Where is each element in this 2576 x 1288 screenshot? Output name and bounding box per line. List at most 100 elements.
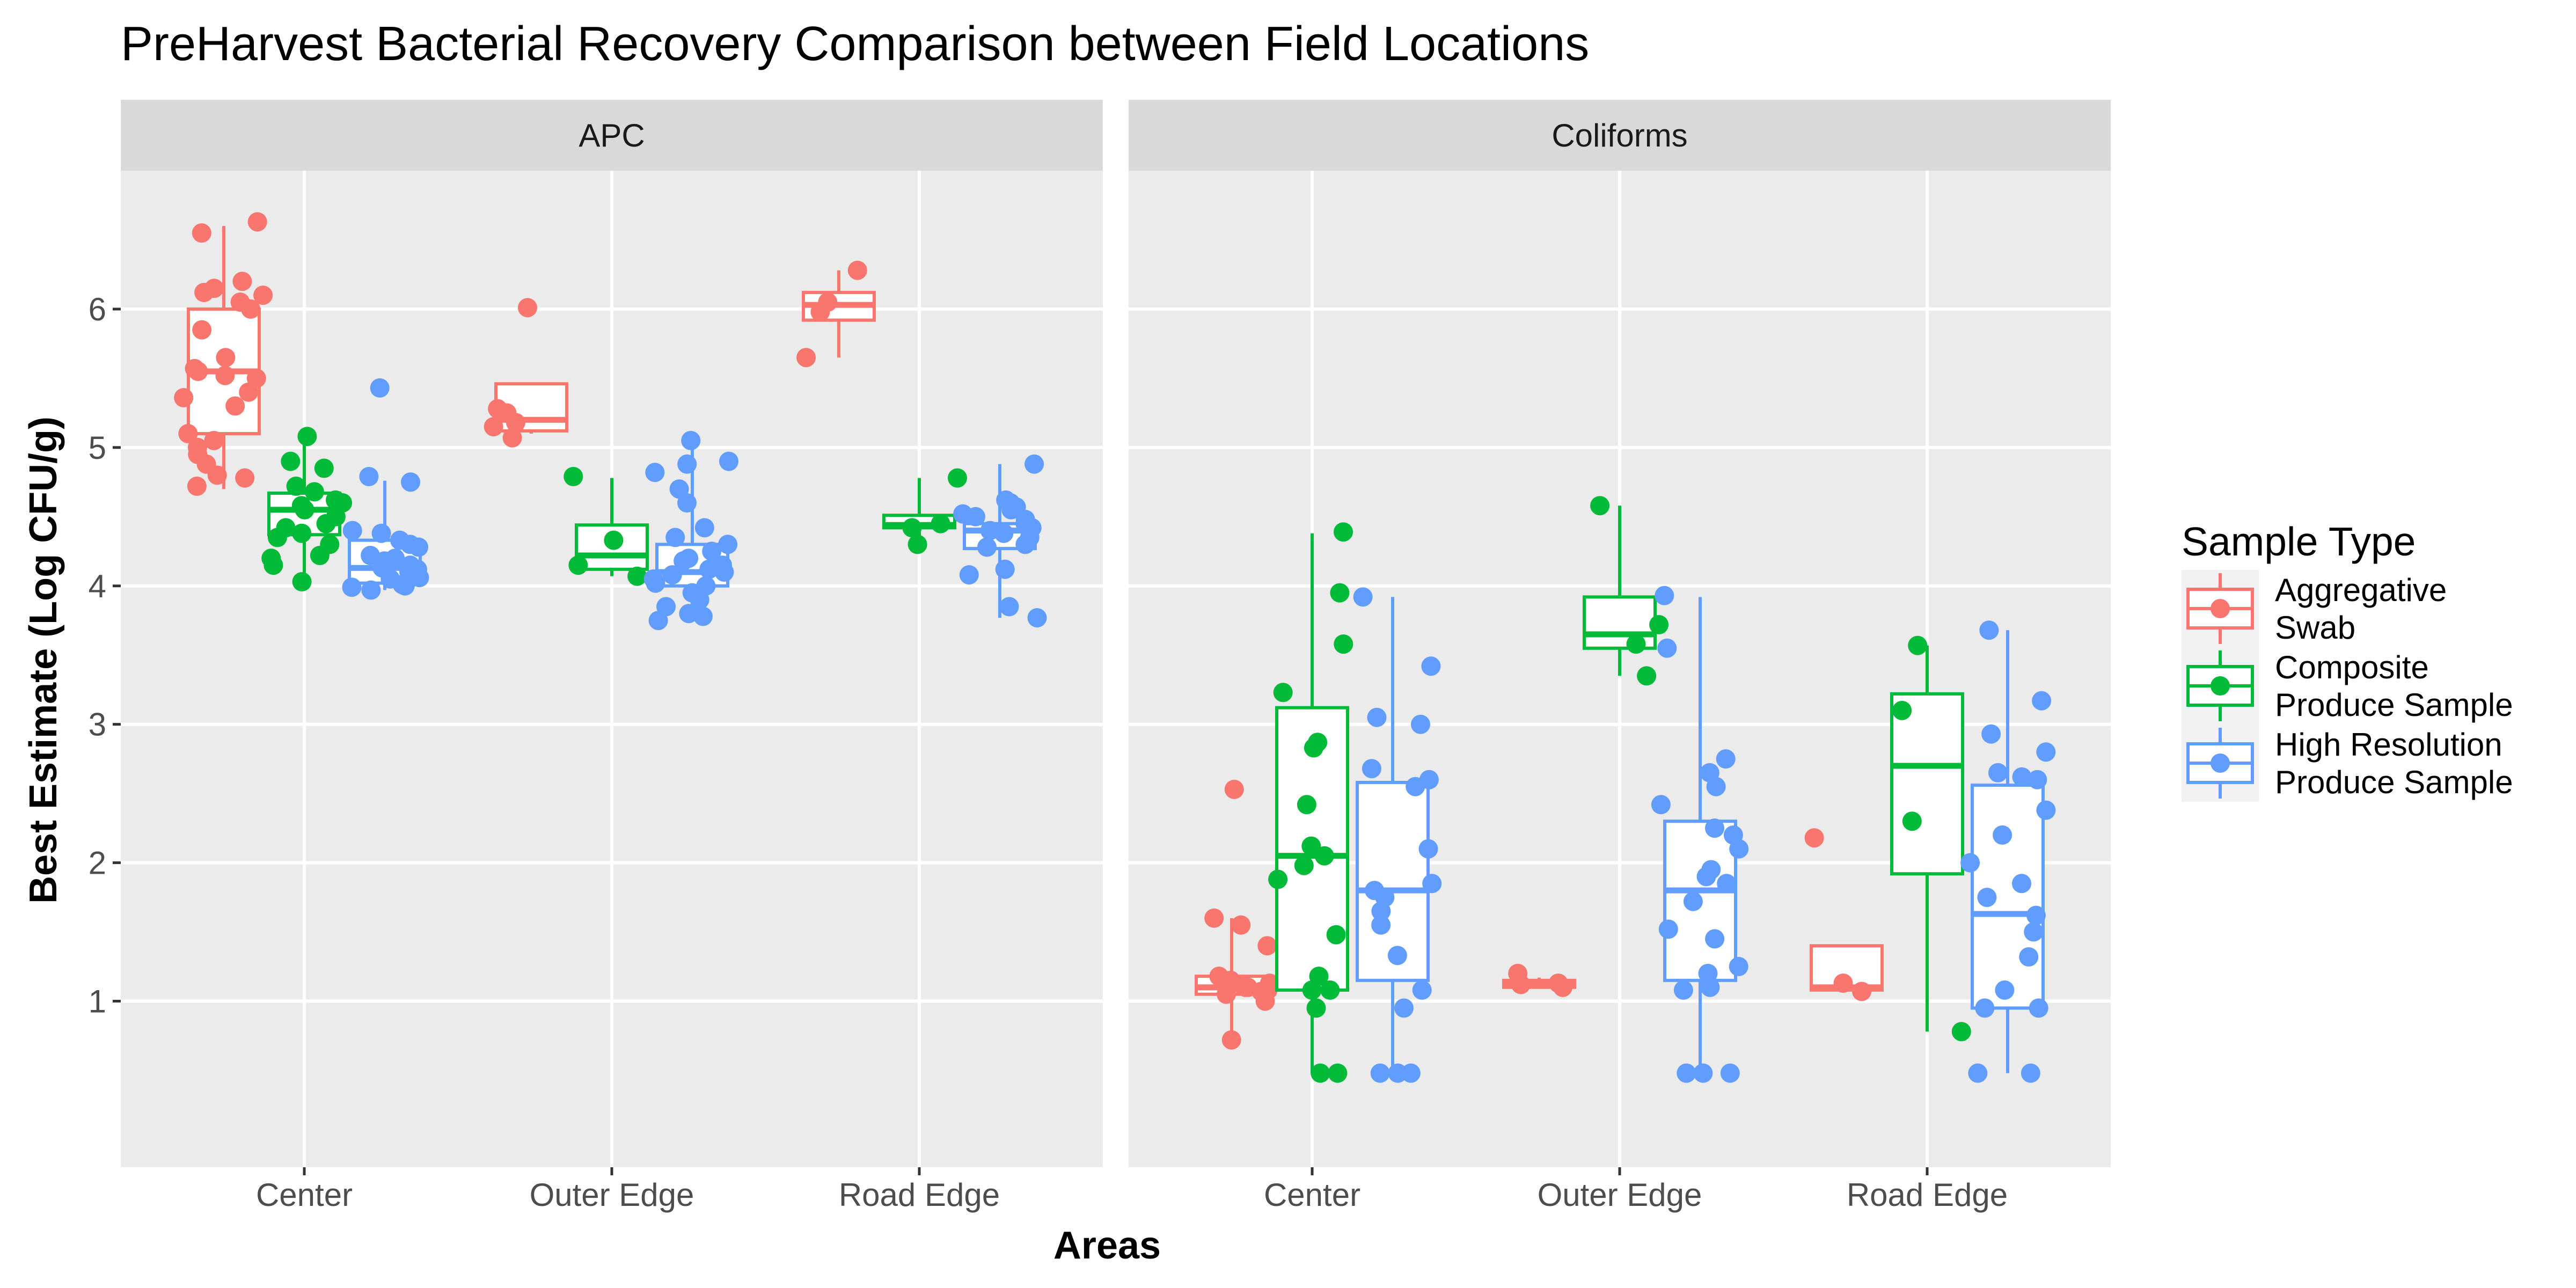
data-point — [1705, 818, 1724, 838]
data-point — [681, 430, 701, 450]
data-point — [1301, 836, 1321, 856]
legend-key-point — [2211, 676, 2230, 696]
data-point — [1411, 714, 1430, 734]
data-point — [1209, 967, 1229, 986]
data-point — [1960, 853, 1980, 873]
y-tick-label: 2 — [89, 845, 106, 881]
x-tick-label: Center — [1264, 1177, 1360, 1213]
data-point — [679, 604, 699, 624]
data-point — [484, 417, 503, 437]
data-point — [230, 292, 250, 312]
data-point — [604, 530, 624, 550]
data-point — [693, 606, 713, 626]
data-point — [1626, 634, 1646, 654]
data-point — [1993, 825, 2012, 845]
data-point — [1221, 1030, 1241, 1050]
data-point — [1268, 869, 1288, 889]
data-point — [1701, 860, 1721, 880]
data-point — [292, 572, 312, 591]
data-point — [390, 530, 409, 550]
data-point — [1204, 908, 1224, 928]
boxplot-group — [1195, 779, 1279, 1050]
data-point — [931, 514, 950, 533]
legend-label-line: Swab — [2275, 610, 2355, 646]
data-point — [361, 546, 380, 565]
legend-key-point — [2211, 753, 2230, 773]
boxplot-group — [953, 454, 1047, 628]
data-point — [261, 548, 281, 568]
data-point — [679, 548, 699, 568]
data-point — [1320, 980, 1340, 1000]
boxplot-group — [1804, 828, 1884, 1001]
data-point — [488, 399, 508, 419]
data-point — [1673, 980, 1693, 1000]
data-point — [1683, 891, 1703, 911]
data-point — [977, 537, 997, 557]
data-point — [235, 468, 255, 488]
data-point — [371, 523, 391, 543]
data-point — [718, 535, 738, 554]
facet-strip — [121, 100, 1103, 171]
boxplot-group — [796, 260, 876, 368]
data-point — [400, 555, 420, 575]
data-point — [1655, 586, 1674, 605]
data-point — [320, 535, 340, 554]
box — [1890, 692, 1964, 876]
data-point — [1981, 724, 2001, 744]
data-point — [995, 559, 1015, 579]
data-point — [192, 320, 212, 340]
data-point — [713, 555, 733, 575]
data-point — [246, 368, 266, 388]
data-point — [359, 467, 379, 486]
data-point — [2032, 691, 2052, 711]
data-point — [999, 597, 1019, 617]
boxplot-group — [1268, 522, 1353, 1083]
data-point — [225, 396, 245, 416]
data-point — [1979, 620, 1999, 640]
data-point — [314, 458, 334, 478]
data-point — [669, 479, 689, 499]
data-point — [216, 348, 236, 368]
data-point — [291, 496, 311, 516]
boxplot-group — [1890, 635, 1971, 1042]
data-point — [665, 528, 685, 547]
data-point — [1720, 1063, 1740, 1083]
data-point — [286, 477, 306, 496]
y-tick-label: 5 — [89, 430, 106, 466]
data-point — [192, 223, 211, 243]
boxplot-group — [882, 468, 967, 554]
boxplot-group — [1651, 586, 1749, 1083]
data-point — [1365, 881, 1385, 901]
data-point — [568, 555, 588, 575]
data-point — [297, 427, 317, 447]
data-point — [677, 454, 697, 474]
x-tick-label: Road Edge — [839, 1177, 1000, 1213]
data-point — [1367, 707, 1387, 727]
data-point — [2036, 742, 2056, 762]
legend: Sample TypeAggregativeSwabCompositeProdu… — [2182, 519, 2513, 802]
data-point — [643, 569, 663, 589]
data-point — [2012, 874, 2031, 894]
boxplot-group — [261, 427, 353, 591]
data-point — [656, 597, 676, 617]
legend-label-line: High Resolution — [2275, 727, 2502, 763]
boxplot-group — [342, 378, 429, 600]
data-point — [1700, 763, 1719, 782]
data-point — [1658, 919, 1678, 939]
data-point — [702, 541, 722, 561]
data-point — [1975, 998, 1995, 1018]
data-point — [1257, 936, 1277, 956]
data-point — [1306, 998, 1326, 1018]
data-point — [178, 424, 198, 443]
data-point — [1294, 855, 1314, 875]
x-tick-label: Outer Edge — [530, 1177, 694, 1213]
data-point — [2026, 905, 2046, 925]
data-point — [276, 518, 296, 538]
facet-strip-label: APC — [579, 118, 645, 153]
facet-panel-apc: APC Center Outer Edge Road Edge — [121, 100, 1103, 1213]
data-point — [2019, 947, 2039, 967]
data-point — [1729, 957, 1748, 976]
